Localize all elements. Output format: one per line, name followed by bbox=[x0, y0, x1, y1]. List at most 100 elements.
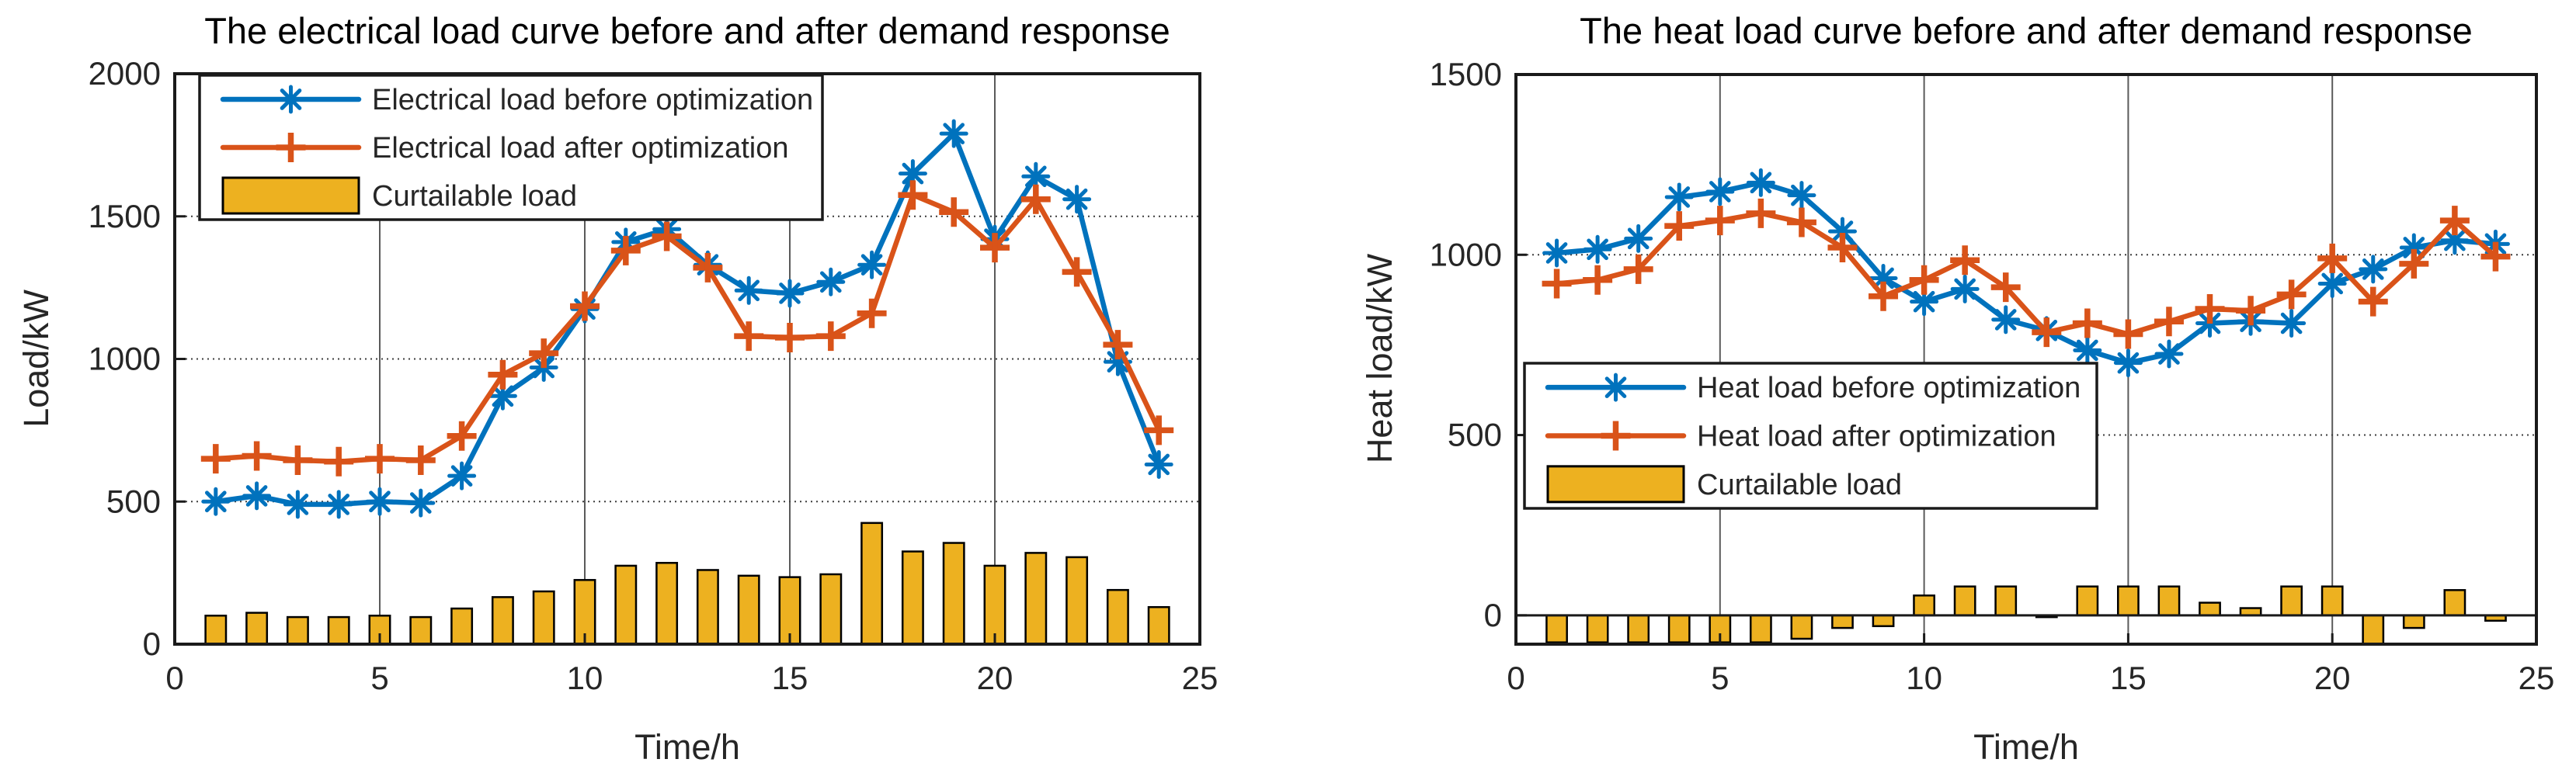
asterisk-arm bbox=[1913, 290, 1935, 313]
asterisk-marker bbox=[1991, 305, 2021, 335]
asterisk-marker bbox=[2317, 269, 2347, 298]
plus-marker bbox=[1990, 272, 2021, 303]
legend-row: Heat load before optimization bbox=[1545, 372, 2081, 404]
bar: 80 bbox=[1953, 585, 1976, 617]
asterisk-marker bbox=[2113, 348, 2143, 378]
x-axis-label: Time/h bbox=[634, 727, 740, 767]
asterisk-arm bbox=[902, 162, 924, 185]
bar: 130 bbox=[1147, 605, 1170, 646]
y-tick-label: 2000 bbox=[89, 55, 161, 92]
plus-marker bbox=[693, 252, 723, 283]
asterisk-marker bbox=[324, 490, 353, 519]
asterisk-marker bbox=[775, 279, 805, 308]
bar: 225 bbox=[573, 579, 596, 646]
plus-marker bbox=[1950, 245, 1980, 276]
chart-title: The electrical load curve before and aft… bbox=[204, 10, 1170, 51]
x-tick-label: 0 bbox=[1507, 660, 1524, 696]
plus-marker bbox=[1869, 281, 1899, 311]
asterisk-arm bbox=[204, 490, 227, 513]
asterisk-arm bbox=[369, 490, 391, 513]
chart-title: The heat load curve before and after dem… bbox=[1580, 10, 2473, 51]
plus-marker bbox=[200, 444, 231, 474]
legend-label: Electrical load after optimization bbox=[372, 132, 788, 165]
plus-marker bbox=[815, 321, 846, 352]
bar: 110 bbox=[245, 612, 269, 646]
bar: 80 bbox=[2157, 585, 2181, 617]
asterisk-arm bbox=[2280, 312, 2303, 335]
plus-marker bbox=[242, 441, 272, 471]
legend-row: Curtailable load bbox=[1546, 465, 1902, 504]
y-tick-label: 500 bbox=[1448, 417, 1502, 453]
heat-load-chart: -75-75-75-75-75-75-65-35-30558080-580808… bbox=[1360, 10, 2554, 767]
asterisk-arm bbox=[1994, 309, 2017, 331]
plus-marker bbox=[2113, 319, 2143, 349]
bar: 80 bbox=[2280, 585, 2303, 617]
x-tick-label: 15 bbox=[2110, 660, 2147, 696]
plus-marker bbox=[570, 291, 600, 321]
bar: 245 bbox=[819, 573, 843, 646]
asterisk-marker bbox=[1583, 234, 1612, 264]
plus-marker bbox=[939, 197, 969, 227]
asterisk-arm bbox=[450, 465, 473, 487]
asterisk-arm bbox=[2077, 339, 2098, 362]
plus-marker bbox=[2072, 308, 2102, 338]
asterisk-arm bbox=[1066, 188, 1088, 210]
x-tick-label: 25 bbox=[1182, 660, 1218, 696]
asterisk-marker bbox=[857, 250, 887, 279]
asterisk-arm bbox=[738, 279, 760, 302]
asterisk-marker bbox=[1950, 274, 1980, 303]
asterisk-marker bbox=[1624, 224, 1653, 253]
plus-marker bbox=[898, 180, 928, 210]
asterisk-marker bbox=[365, 487, 395, 516]
series-after: Heat load after optimization bbox=[1542, 198, 2511, 349]
x-tick-label: 5 bbox=[370, 660, 388, 696]
bar: 95 bbox=[327, 615, 350, 646]
asterisk-arm bbox=[1587, 238, 1608, 261]
bar: -75 bbox=[1545, 614, 1568, 643]
bar: 235 bbox=[778, 576, 801, 646]
asterisk-marker bbox=[1910, 287, 1939, 317]
plus-marker bbox=[2276, 279, 2307, 310]
bar: -35 bbox=[1831, 614, 1854, 629]
legend: Electrical load before optimization Elect… bbox=[198, 74, 824, 221]
asterisk-arm bbox=[409, 492, 432, 514]
plus-marker bbox=[1664, 211, 1695, 241]
bar: -75 bbox=[1627, 614, 1650, 643]
x-tick-label: 0 bbox=[165, 660, 183, 696]
x-axis-label: Time/h bbox=[1973, 727, 2079, 767]
plus-marker bbox=[529, 338, 559, 369]
asterisk-marker bbox=[939, 119, 968, 148]
bar: -35 bbox=[2402, 614, 2425, 629]
bar: -75 bbox=[1667, 614, 1691, 643]
asterisk-arm bbox=[2321, 272, 2344, 295]
plus-marker bbox=[1909, 265, 1939, 295]
plot-area bbox=[1516, 75, 2536, 644]
bar: 305 bbox=[1066, 556, 1089, 646]
bar: 95 bbox=[409, 615, 433, 646]
bar: 165 bbox=[491, 596, 514, 646]
asterisk-arm bbox=[2403, 237, 2425, 258]
plus-marker bbox=[2399, 248, 2429, 279]
plus-marker bbox=[324, 446, 354, 477]
curtailable-load-bars: -75-75-75-75-75-75-65-35-30558080-580808… bbox=[1545, 585, 2507, 646]
asterisk-arm bbox=[2362, 258, 2384, 280]
bar: 55 bbox=[1913, 594, 1935, 617]
electrical-load-chart: 1001109595100951251651852252752852602402… bbox=[16, 10, 1218, 767]
asterisk-arm bbox=[1668, 186, 1691, 208]
bar: 80 bbox=[1994, 585, 2018, 617]
bar: 325 bbox=[901, 550, 924, 646]
asterisk-arm bbox=[1954, 278, 1976, 300]
asterisk-marker bbox=[1664, 182, 1694, 212]
x-tick-label: 20 bbox=[977, 660, 1013, 696]
plus-marker bbox=[1103, 330, 1133, 360]
plus-marker bbox=[1746, 198, 1776, 228]
legend-label: Curtailable load bbox=[372, 180, 577, 213]
asterisk-arm bbox=[2158, 343, 2180, 365]
asterisk-arm bbox=[1627, 227, 1650, 250]
asterisk-arm bbox=[819, 271, 842, 293]
bar: 320 bbox=[1024, 552, 1048, 646]
asterisk-marker bbox=[2277, 309, 2307, 338]
x-tick-label: 10 bbox=[1906, 660, 1942, 696]
